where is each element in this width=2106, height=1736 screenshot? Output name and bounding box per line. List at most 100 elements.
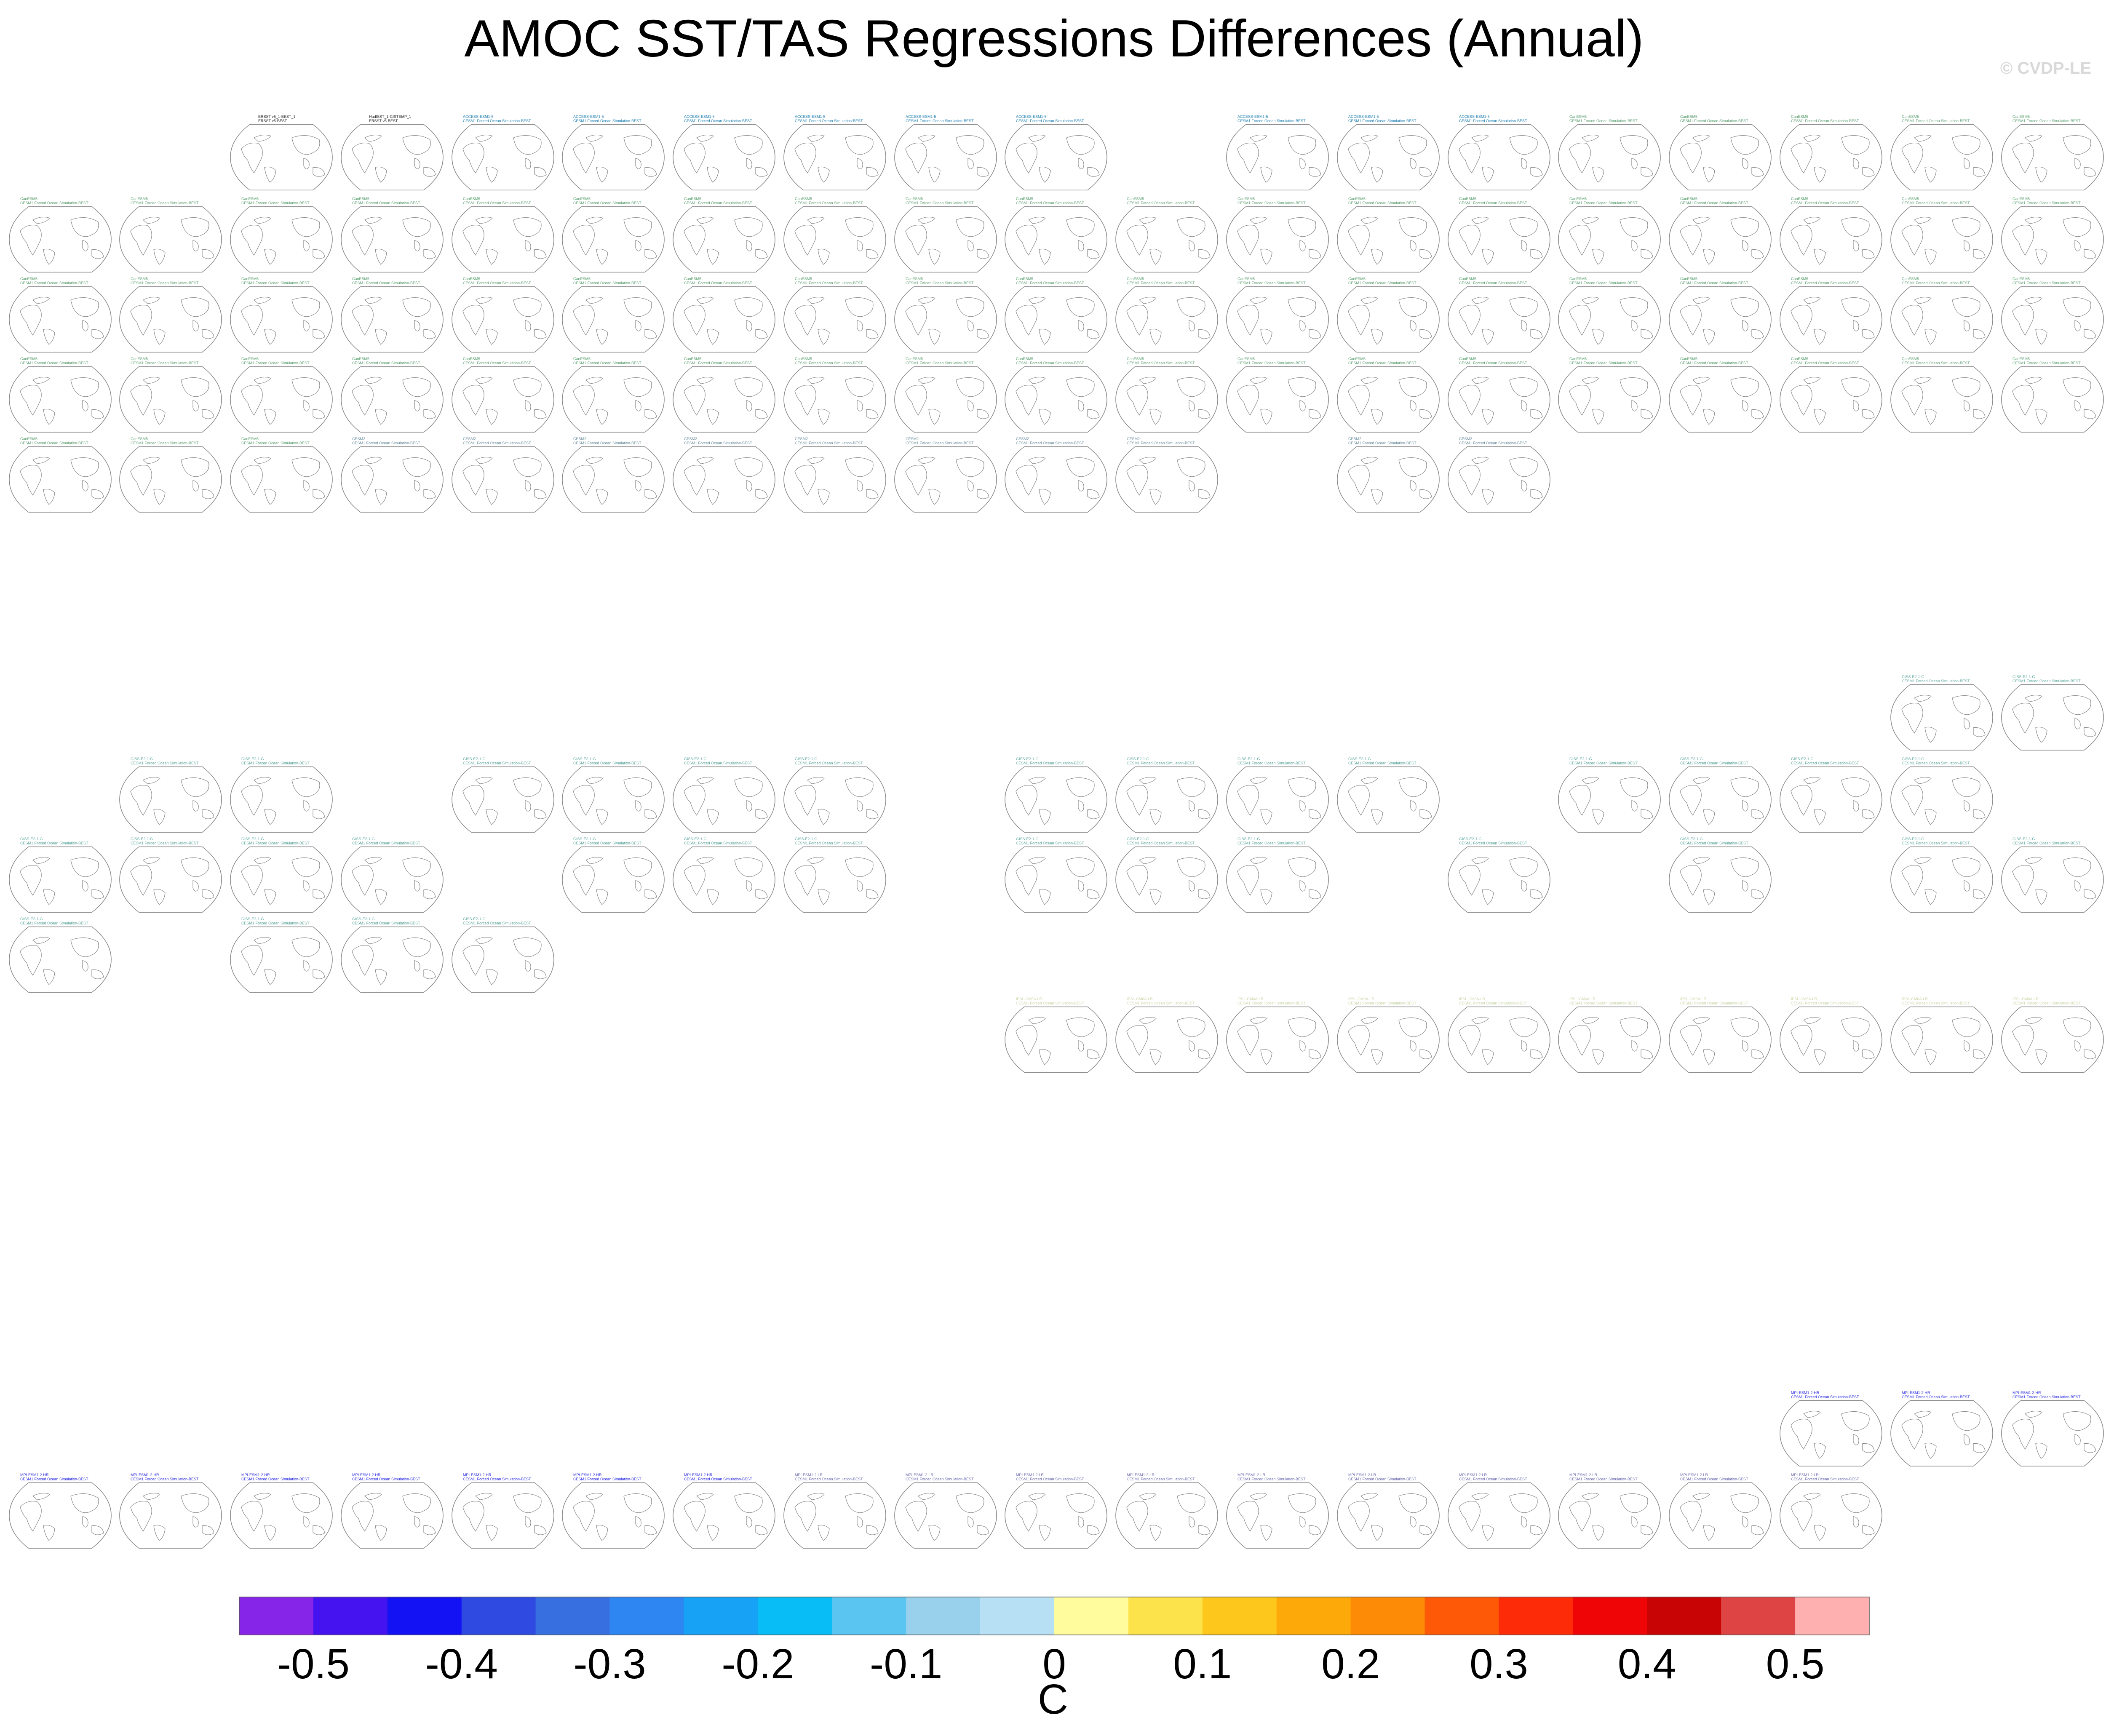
panel-label-line1: CanESM5 [573, 357, 591, 361]
panel-label-line2: ERSST v5-BEST [258, 119, 287, 123]
panel-label-line2: CESM1 Forced Ocean Simulation-BEST [1902, 361, 1970, 365]
coastline [1419, 1525, 1432, 1535]
coastline [573, 225, 595, 256]
coastline [1964, 880, 1970, 892]
coastline [1250, 857, 1267, 864]
coastline [644, 329, 657, 339]
coastline [794, 143, 816, 174]
panel-label-line1: CanESM5 [463, 277, 480, 281]
coastline [1016, 1025, 1037, 1056]
coastline [845, 377, 874, 397]
coastline [1530, 249, 1543, 259]
coastline [1730, 857, 1759, 877]
coastline [1410, 400, 1416, 411]
coastline [866, 809, 879, 819]
coastline [1680, 1501, 1702, 1532]
coastline [956, 457, 984, 477]
coastline [1471, 135, 1489, 142]
coastline [1398, 1493, 1427, 1513]
panel-label-line1: MPI-ESM1-2-LR [1127, 1473, 1155, 1477]
coastline [1973, 249, 1986, 259]
coastline [1039, 248, 1051, 265]
map-outline [562, 124, 665, 190]
map-outline [562, 1482, 665, 1549]
map-outline [2001, 206, 2104, 272]
panel-label-line1: CanESM5 [241, 357, 259, 361]
panel-label-line2: CESM1 Forced Ocean Simulation-BEST [573, 1477, 641, 1481]
coastline [91, 1525, 104, 1535]
coastline [402, 457, 431, 477]
coastline [1360, 457, 1378, 464]
coastline [2084, 1049, 2096, 1059]
panel-label-line1: CanESM5 [1569, 115, 1587, 119]
coastline [1250, 135, 1267, 142]
coastline [794, 1501, 816, 1532]
coastline [1371, 1049, 1383, 1065]
map-outline [1890, 684, 1993, 750]
map-outline [452, 766, 554, 833]
coastline [1250, 777, 1267, 784]
coastline [402, 377, 431, 397]
coastline [635, 240, 641, 251]
coastline [1237, 385, 1259, 416]
coastline [755, 489, 768, 499]
panel-label-line2: CESM1 Forced Ocean Simulation-BEST [1237, 761, 1306, 765]
coastline [1901, 385, 1923, 416]
panel-label-line2: CESM1 Forced Ocean Simulation-BEST [1569, 361, 1638, 365]
coastline [845, 217, 874, 237]
coastline [2074, 240, 2081, 251]
coastline [1309, 1049, 1321, 1059]
map-outline [1780, 286, 1882, 353]
coastline [1348, 785, 1370, 816]
coastline [1126, 1501, 1148, 1532]
coastline [1419, 329, 1432, 339]
coastline [1924, 329, 1937, 345]
panel-label-line2: CESM1 Forced Ocean Simulation-BEST [906, 441, 974, 445]
panel-label-line2: CESM1 Forced Ocean Simulation-BEST [1016, 1001, 1084, 1005]
panel-label-line2: CESM1 Forced Ocean Simulation-BEST [684, 361, 752, 365]
coastline [1901, 225, 1923, 256]
coastline [364, 1493, 382, 1500]
coastline [1039, 329, 1051, 345]
coastline [734, 377, 763, 397]
coastline [291, 777, 320, 797]
coastline [1814, 409, 1826, 425]
coastline [1901, 1025, 1923, 1056]
map-outline [452, 1482, 554, 1549]
map-outline [341, 926, 444, 993]
coastline [423, 329, 436, 339]
coastline [2035, 409, 2047, 425]
panel-label-line2: CESM1 Forced Ocean Simulation-BEST [241, 761, 310, 765]
coastline [857, 320, 863, 331]
map-outline [1226, 766, 1329, 833]
coastline [2035, 248, 2047, 265]
panel-label-line1: MPI-ESM1-2-HR [2012, 1391, 2041, 1395]
coastline [794, 385, 816, 416]
coastline [1398, 377, 1427, 397]
colorbar-tick-label: 0.1 [1173, 1640, 1232, 1688]
coastline [684, 143, 706, 174]
coastline [462, 385, 484, 416]
coastline [291, 377, 320, 397]
panel-label-line2: CESM1 Forced Ocean Simulation-BEST [20, 921, 88, 925]
colorbar-swatch [1647, 1597, 1721, 1635]
coastline [1521, 1516, 1527, 1528]
panel-label-line2: CESM1 Forced Ocean Simulation-BEST [1237, 841, 1306, 845]
panel-label-line2: CESM1 Forced Ocean Simulation-BEST [1237, 201, 1306, 205]
colorbar-tick-label: 0.4 [1618, 1640, 1676, 1688]
map-outline [1005, 446, 1107, 513]
